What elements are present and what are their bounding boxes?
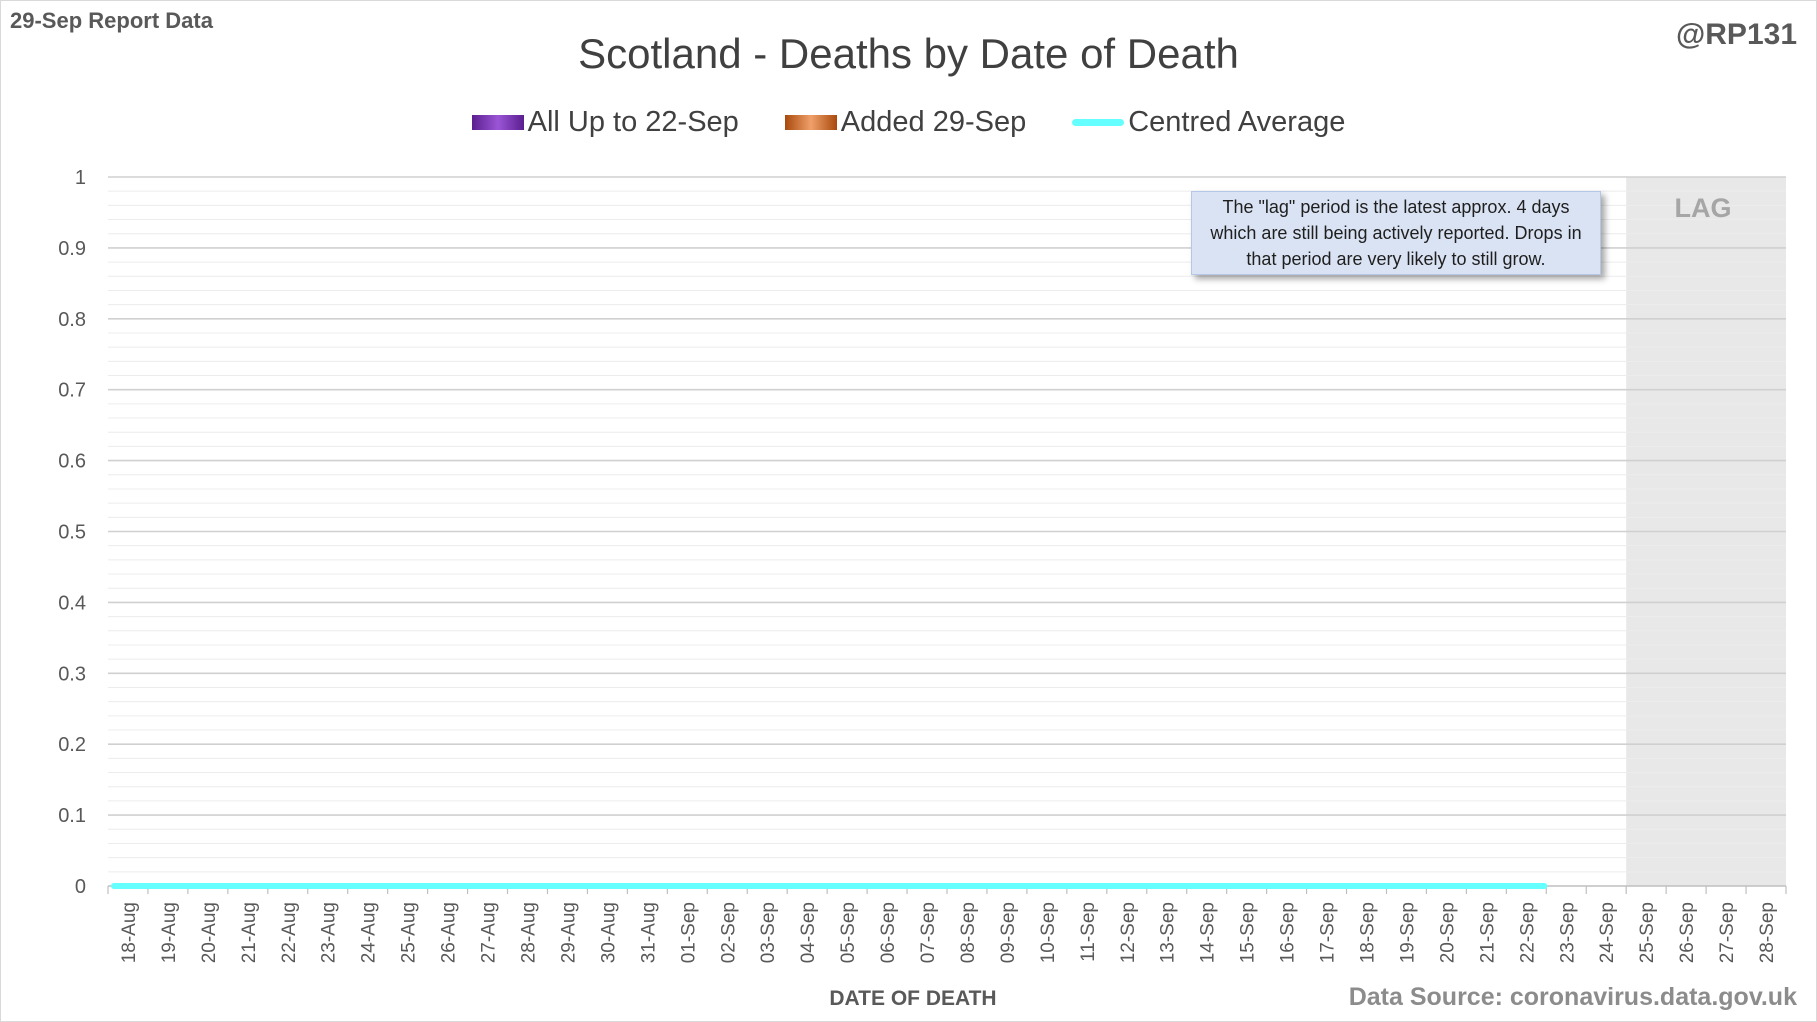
y-tick-label: 1 <box>75 167 86 189</box>
x-tick-label: 02-Sep <box>718 902 739 963</box>
x-tick-label: 06-Sep <box>878 902 899 963</box>
y-tick-label: 0.6 <box>58 451 86 473</box>
x-tick-label: 22-Aug <box>279 902 300 963</box>
y-tick-label: 0 <box>75 876 86 898</box>
x-tick-label: 08-Sep <box>958 902 979 963</box>
x-tick-label: 07-Sep <box>918 902 939 963</box>
x-tick-label: 25-Aug <box>399 902 420 963</box>
legend-swatch-cyan <box>1072 119 1125 126</box>
x-tick-label: 21-Sep <box>1477 902 1498 963</box>
x-tick-label: 18-Sep <box>1358 902 1379 963</box>
x-tick-label: 27-Sep <box>1717 902 1738 963</box>
x-tick-label: 09-Sep <box>998 902 1019 963</box>
x-tick-label: 04-Sep <box>798 902 819 963</box>
x-tick-label: 22-Sep <box>1517 902 1538 963</box>
y-tick-label: 0.4 <box>58 592 86 614</box>
y-tick-label: 0.9 <box>58 238 86 260</box>
x-tick-label: 12-Sep <box>1118 902 1139 963</box>
y-tick-label: 0.2 <box>58 734 86 756</box>
x-tick-label: 26-Aug <box>439 902 460 963</box>
y-axis-labels: 0 0.1 0.2 0.3 0.4 0.5 0.6 0.7 0.8 0.9 1 <box>58 167 86 898</box>
x-tick-label: 23-Sep <box>1557 902 1578 963</box>
legend-item-added: Added 29-Sep <box>784 106 1027 139</box>
data-source-label: Data Source: coronavirus.data.gov.uk <box>1348 983 1797 1011</box>
x-tick-label: 19-Sep <box>1397 902 1418 963</box>
lag-explanation-callout: The "lag" period is the latest approx. 4… <box>1191 191 1601 275</box>
x-tick-label: 18-Aug <box>119 902 140 963</box>
chart-title: Scotland - Deaths by Date of Death <box>578 30 1239 77</box>
legend-label-all-up-to: All Up to 22-Sep <box>527 106 739 138</box>
lag-label: LAG <box>1675 193 1732 223</box>
report-date-label: 29-Sep Report Data <box>10 8 213 33</box>
x-tick-label: 01-Sep <box>678 902 699 963</box>
x-tick-label: 28-Sep <box>1757 902 1778 963</box>
gridlines <box>108 176 1786 873</box>
x-tick-label: 24-Sep <box>1597 902 1618 963</box>
x-tick-label: 29-Aug <box>558 902 579 963</box>
x-tick-label: 20-Aug <box>199 902 220 963</box>
y-tick-label: 0.5 <box>58 522 86 544</box>
x-tick-label: 11-Sep <box>1078 902 1099 962</box>
x-tick-label: 30-Aug <box>598 902 619 963</box>
x-tick-label: 15-Sep <box>1238 902 1259 963</box>
legend-item-centred-average: Centred Average <box>1072 106 1345 139</box>
x-tick-label: 28-Aug <box>519 902 540 963</box>
x-axis-labels: 18-Aug 19-Aug 20-Aug 21-Aug 22-Aug 23-Aug 24-A… <box>119 902 1778 963</box>
author-handle: @RP131 <box>1676 18 1797 51</box>
x-tick-label: 17-Sep <box>1318 902 1339 963</box>
x-tick-label: 16-Sep <box>1278 902 1299 963</box>
x-tick-label: 27-Aug <box>479 902 500 963</box>
legend-label-added: Added 29-Sep <box>840 106 1027 138</box>
x-tick-label: 21-Aug <box>239 902 260 963</box>
legend-swatch-orange <box>784 115 837 130</box>
x-tick-label: 14-Sep <box>1198 902 1219 963</box>
x-tick-label: 19-Aug <box>159 902 180 963</box>
y-tick-label: 0.7 <box>58 380 86 402</box>
legend-label-centred-average: Centred Average <box>1128 106 1346 138</box>
x-tick-label: 23-Aug <box>319 902 340 963</box>
legend-swatch-purple <box>471 115 524 130</box>
x-tick-label: 25-Sep <box>1637 902 1658 963</box>
x-tick-label: 05-Sep <box>838 902 859 963</box>
x-tick-label: 24-Aug <box>359 902 380 963</box>
x-tick-label: 03-Sep <box>758 902 779 963</box>
y-tick-label: 0.1 <box>58 805 86 827</box>
legend-item-all-up-to: All Up to 22-Sep <box>471 106 739 139</box>
x-tick-label: 13-Sep <box>1158 902 1179 963</box>
legend: All Up to 22-Sep Added 29-Sep Centred Av… <box>0 106 1817 139</box>
x-tick-label: 26-Sep <box>1677 902 1698 963</box>
x-tick-label: 20-Sep <box>1437 902 1458 963</box>
y-tick-label: 0.3 <box>58 663 86 685</box>
x-axis-title: DATE OF DEATH <box>829 987 996 1010</box>
y-tick-label: 0.8 <box>58 309 86 331</box>
x-tick-label: 10-Sep <box>1038 902 1059 963</box>
x-tick-label: 31-Aug <box>638 902 659 963</box>
